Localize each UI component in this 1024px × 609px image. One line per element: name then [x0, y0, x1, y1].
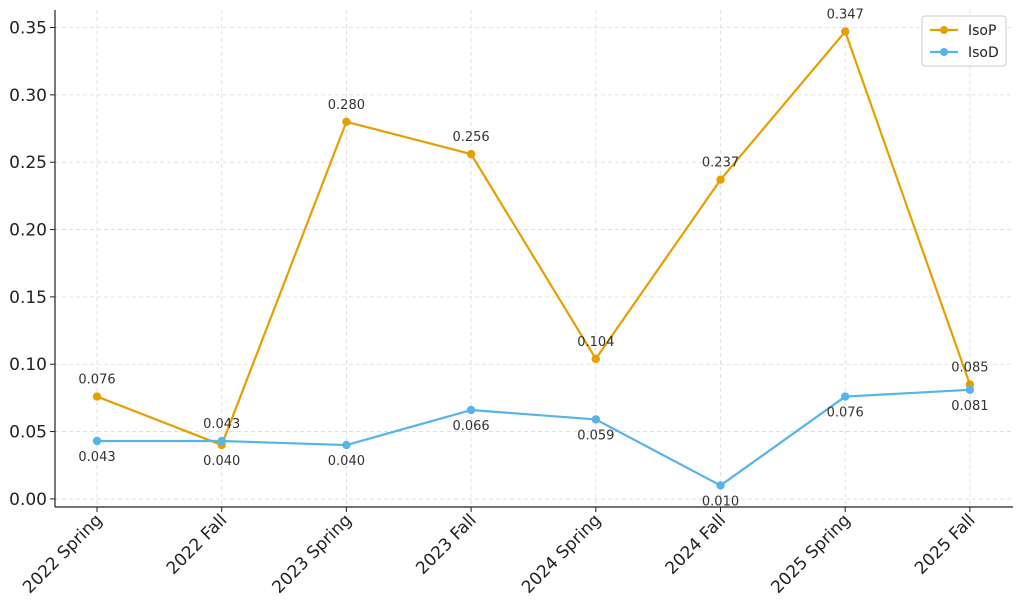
y-tick-label: 0.10: [9, 355, 47, 375]
y-tick-label: 0.00: [9, 490, 47, 510]
series-group: 0.076 0.040 0.280 0.256 0.104 0.237 0.347 0.085…: [78, 8, 988, 510]
data-label: 0.256: [452, 130, 489, 145]
data-point: [342, 440, 351, 450]
x-tick-label: 2025 Spring: [767, 510, 854, 597]
y-tick-label: 0.20: [9, 221, 47, 241]
x-tick-label: 2025 Fall: [911, 510, 979, 578]
data-label: 0.347: [827, 8, 864, 23]
data-label: 0.076: [827, 406, 864, 421]
y-tick-label: 0.25: [9, 153, 47, 173]
data-point: [217, 436, 226, 446]
data-point: [92, 436, 102, 446]
y-tick-label: 0.30: [9, 86, 47, 106]
series-isod: 0.043 0.043 0.040 0.066 0.059 0.010 0.076 0.081: [78, 385, 989, 509]
data-label: 0.280: [328, 98, 365, 113]
legend-item-isod: IsoD: [930, 45, 999, 61]
x-tick-label: 2024 Spring: [518, 510, 605, 597]
data-label: 0.104: [577, 335, 614, 350]
data-label: 0.040: [328, 454, 365, 469]
data-label: 0.085: [951, 360, 988, 375]
data-point: [591, 354, 600, 364]
x-tick-label: 2024 Fall: [662, 510, 730, 578]
legend: IsoP IsoD: [921, 15, 1007, 67]
data-label: 0.043: [78, 450, 115, 465]
data-point: [466, 405, 476, 415]
legend-swatch-marker: [940, 48, 948, 56]
legend-label: IsoP: [968, 23, 996, 39]
data-point: [841, 392, 850, 401]
data-label: 0.010: [702, 494, 739, 509]
data-label: 0.043: [203, 417, 240, 432]
data-label: 0.040: [203, 454, 240, 469]
data-point: [342, 117, 351, 126]
axes: [54, 10, 1013, 508]
data-label: 0.237: [702, 156, 739, 171]
series-line-isop: [96, 30, 971, 447]
data-point: [716, 481, 725, 490]
x-tick-label: 2022 Spring: [19, 510, 106, 597]
x-tick-label: 2022 Fall: [163, 510, 231, 578]
y-tick-label: 0.15: [9, 288, 47, 308]
y-axis-ticks: 0.00 0.05 0.10 0.15 0.20 0.25 0.30 0.35: [9, 19, 55, 510]
series-line-isod: [97, 388, 970, 487]
data-point: [92, 392, 102, 401]
data-label: 0.066: [452, 419, 489, 434]
legend-item-isop: IsoP: [930, 23, 996, 39]
x-tick-label: 2023 Fall: [412, 510, 480, 578]
legend-swatch-marker: [940, 26, 948, 34]
y-tick-label: 0.05: [9, 423, 47, 443]
data-point: [841, 27, 850, 36]
legend-label: IsoD: [968, 45, 999, 61]
data-point: [716, 175, 725, 184]
data-point: [466, 149, 476, 159]
grid: [55, 10, 1013, 507]
data-label: 0.081: [951, 399, 988, 414]
data-label: 0.076: [78, 373, 115, 388]
x-axis-ticks: 2022 Spring 2022 Fall 2023 Spring 2023 Fall…: [19, 507, 979, 598]
data-point: [965, 385, 975, 395]
x-tick-label: 2023 Spring: [269, 510, 356, 597]
data-label: 0.059: [577, 428, 614, 443]
data-point: [591, 415, 600, 424]
series-isop: 0.076 0.040 0.280 0.256 0.104 0.237 0.347 0.085: [78, 8, 988, 469]
y-tick-label: 0.35: [9, 19, 47, 39]
